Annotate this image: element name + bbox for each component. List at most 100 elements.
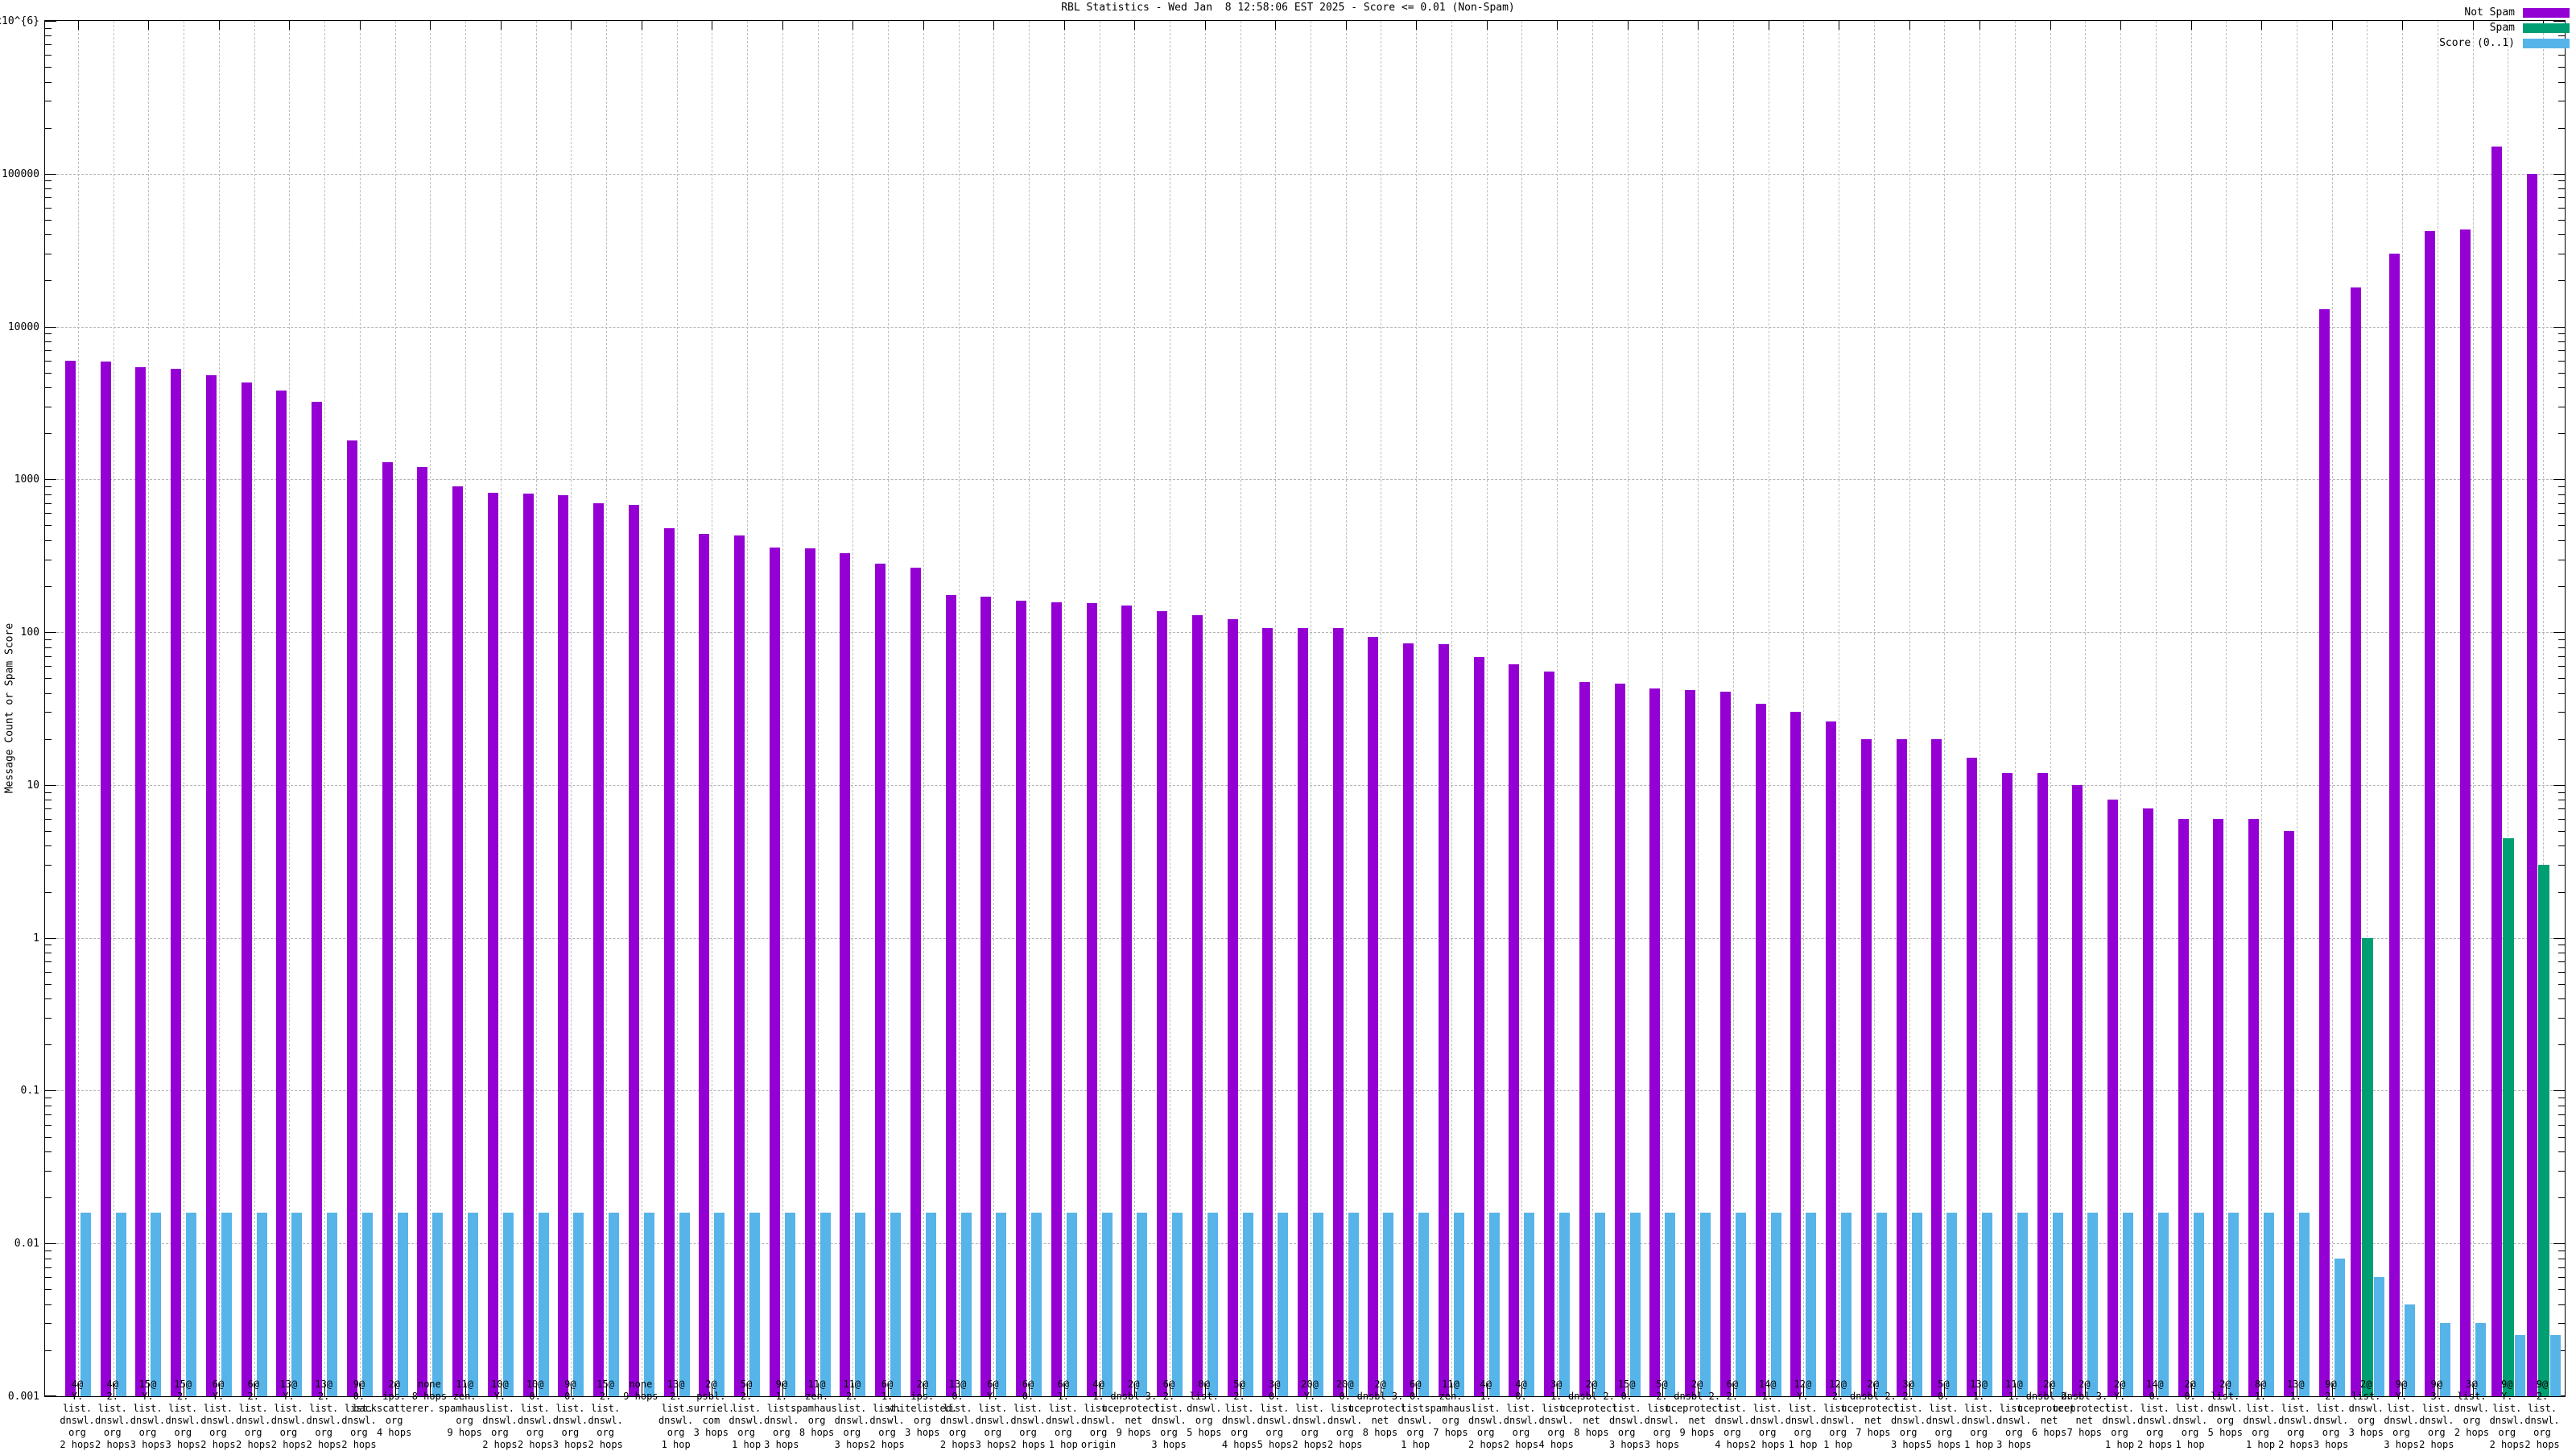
bar-score <box>2123 1212 2134 1396</box>
bar-notspam <box>1649 688 1661 1396</box>
bar-notspam <box>312 402 323 1396</box>
y-minor-tick-left <box>45 738 52 740</box>
x-tick-bottom <box>817 1383 819 1396</box>
x-tick-top <box>148 21 150 30</box>
v-gridline <box>2085 21 2087 1396</box>
x-tick-bottom <box>500 1383 502 1396</box>
y-minor-tick-left <box>45 280 52 282</box>
y-minor-tick-left <box>45 433 52 435</box>
y-minor-tick-right <box>2558 1277 2565 1279</box>
x-tick-bottom <box>782 1383 783 1396</box>
v-gridline <box>2261 21 2263 1396</box>
bar-score <box>2439 1323 2450 1396</box>
y-minor-tick-left <box>45 1323 52 1325</box>
y-minor-tick-left <box>45 525 52 527</box>
x-tick-bottom <box>571 1383 572 1396</box>
x-tick-top <box>1698 21 1699 30</box>
v-gridline <box>254 21 255 1396</box>
bar-score <box>2550 1335 2561 1396</box>
x-tick-bottom <box>1134 1383 1136 1396</box>
y-major-tick-right <box>2553 937 2565 939</box>
bar-score <box>1559 1212 1571 1396</box>
x-category-label: 4@ 2. list. dnswl. org 2 hops <box>95 1379 130 1450</box>
y-minor-tick-right <box>2558 67 2565 68</box>
y-minor-tick-right <box>2558 35 2565 37</box>
x-tick-top <box>2261 21 2263 30</box>
x-tick-top <box>993 21 995 30</box>
x-tick-top <box>852 21 854 30</box>
bar-score <box>1031 1212 1042 1396</box>
v-gridline <box>2120 21 2122 1396</box>
y-minor-tick-right <box>2558 1304 2565 1305</box>
y-minor-tick-left <box>45 891 52 893</box>
x-category-label: 9@ 0. list. dnswl. org 2 hops <box>341 1379 377 1450</box>
v-gridline <box>1345 21 1347 1396</box>
bar-notspam <box>2178 819 2189 1396</box>
x-category-label: 5@ 2. list. dnswl. org 1 hop <box>729 1379 764 1450</box>
bar-score <box>573 1212 584 1396</box>
x-tick-bottom <box>1591 1383 1593 1396</box>
x-category-label: 13@ 0. list. dnswl. org 2 hops <box>939 1379 976 1450</box>
x-category-label: none 9 hops <box>623 1379 658 1402</box>
v-gridline <box>2226 21 2227 1396</box>
y-major-tick-right <box>2553 21 2565 22</box>
bar-notspam <box>382 461 393 1396</box>
y-minor-tick-left <box>45 1151 52 1152</box>
x-tick-bottom <box>394 1383 396 1396</box>
x-category-label: 9@ Y. list. dnswl. org 3 hops <box>2384 1379 2419 1450</box>
y-minor-tick-right <box>2558 961 2565 963</box>
v-gridline <box>2155 21 2157 1396</box>
bar-score <box>1770 1212 1781 1396</box>
y-minor-tick-left <box>45 539 52 541</box>
y-minor-tick-right <box>2558 692 2565 694</box>
x-tick-top <box>1627 21 1629 30</box>
legend-label: Spam <box>2489 22 2515 34</box>
x-tick-top <box>500 21 502 30</box>
x-tick-top <box>1557 21 1558 30</box>
bar-notspam <box>1016 601 1027 1396</box>
y-minor-tick-left <box>45 494 52 495</box>
bar-notspam <box>875 564 886 1396</box>
y-minor-tick-right <box>2558 127 2565 129</box>
x-tick-bottom <box>1486 1383 1488 1396</box>
x-category-label: 13@ 1. list. dnswl. org 1 hop <box>1961 1379 1996 1450</box>
v-gridline <box>2331 21 2333 1396</box>
bar-notspam <box>769 547 780 1396</box>
bar-score <box>502 1212 514 1396</box>
y-minor-tick-left <box>45 998 52 1000</box>
y-minor-tick-right <box>2558 1323 2565 1325</box>
h-gridline <box>45 326 2565 328</box>
y-tick-label: 0.001 <box>7 1391 39 1403</box>
x-category-label: none 8 hops <box>411 1379 448 1402</box>
y-minor-tick-left <box>45 502 52 504</box>
y-minor-tick-left <box>45 808 52 810</box>
v-gridline <box>324 21 326 1396</box>
x-tick-bottom <box>1944 1383 1946 1396</box>
bar-notspam <box>1826 721 1837 1396</box>
bar-score <box>784 1212 795 1396</box>
x-tick-bottom <box>1803 1383 1805 1396</box>
x-tick-bottom <box>676 1383 678 1396</box>
x-category-label: 3@ 0. list. dnswl. org 5 hops <box>1257 1379 1292 1450</box>
x-tick-bottom <box>1873 1383 1875 1396</box>
y-major-tick-right <box>2553 326 2565 328</box>
bar-notspam <box>910 567 921 1396</box>
x-tick-bottom <box>747 1383 749 1396</box>
x-category-label: 2@ list. dnswl. org 3 hops <box>2348 1379 2384 1438</box>
x-tick-bottom <box>148 1383 150 1396</box>
x-category-label: 2@ ips. backscatterer. org 4 hops <box>353 1379 436 1438</box>
y-minor-tick-right <box>2558 891 2565 893</box>
bar-score <box>1066 1212 1077 1396</box>
y-minor-tick-right <box>2558 494 2565 495</box>
bar-score <box>1665 1212 1676 1396</box>
bar-score <box>1383 1212 1394 1396</box>
y-minor-tick-right <box>2558 1114 2565 1115</box>
v-gridline <box>1134 21 1136 1396</box>
bar-notspam <box>100 362 111 1396</box>
x-tick-bottom <box>2331 1383 2333 1396</box>
x-tick-bottom <box>324 1383 326 1396</box>
bar-notspam <box>699 534 710 1396</box>
v-gridline <box>1451 21 1452 1396</box>
v-gridline <box>1909 21 1910 1396</box>
bar-score <box>468 1212 479 1396</box>
